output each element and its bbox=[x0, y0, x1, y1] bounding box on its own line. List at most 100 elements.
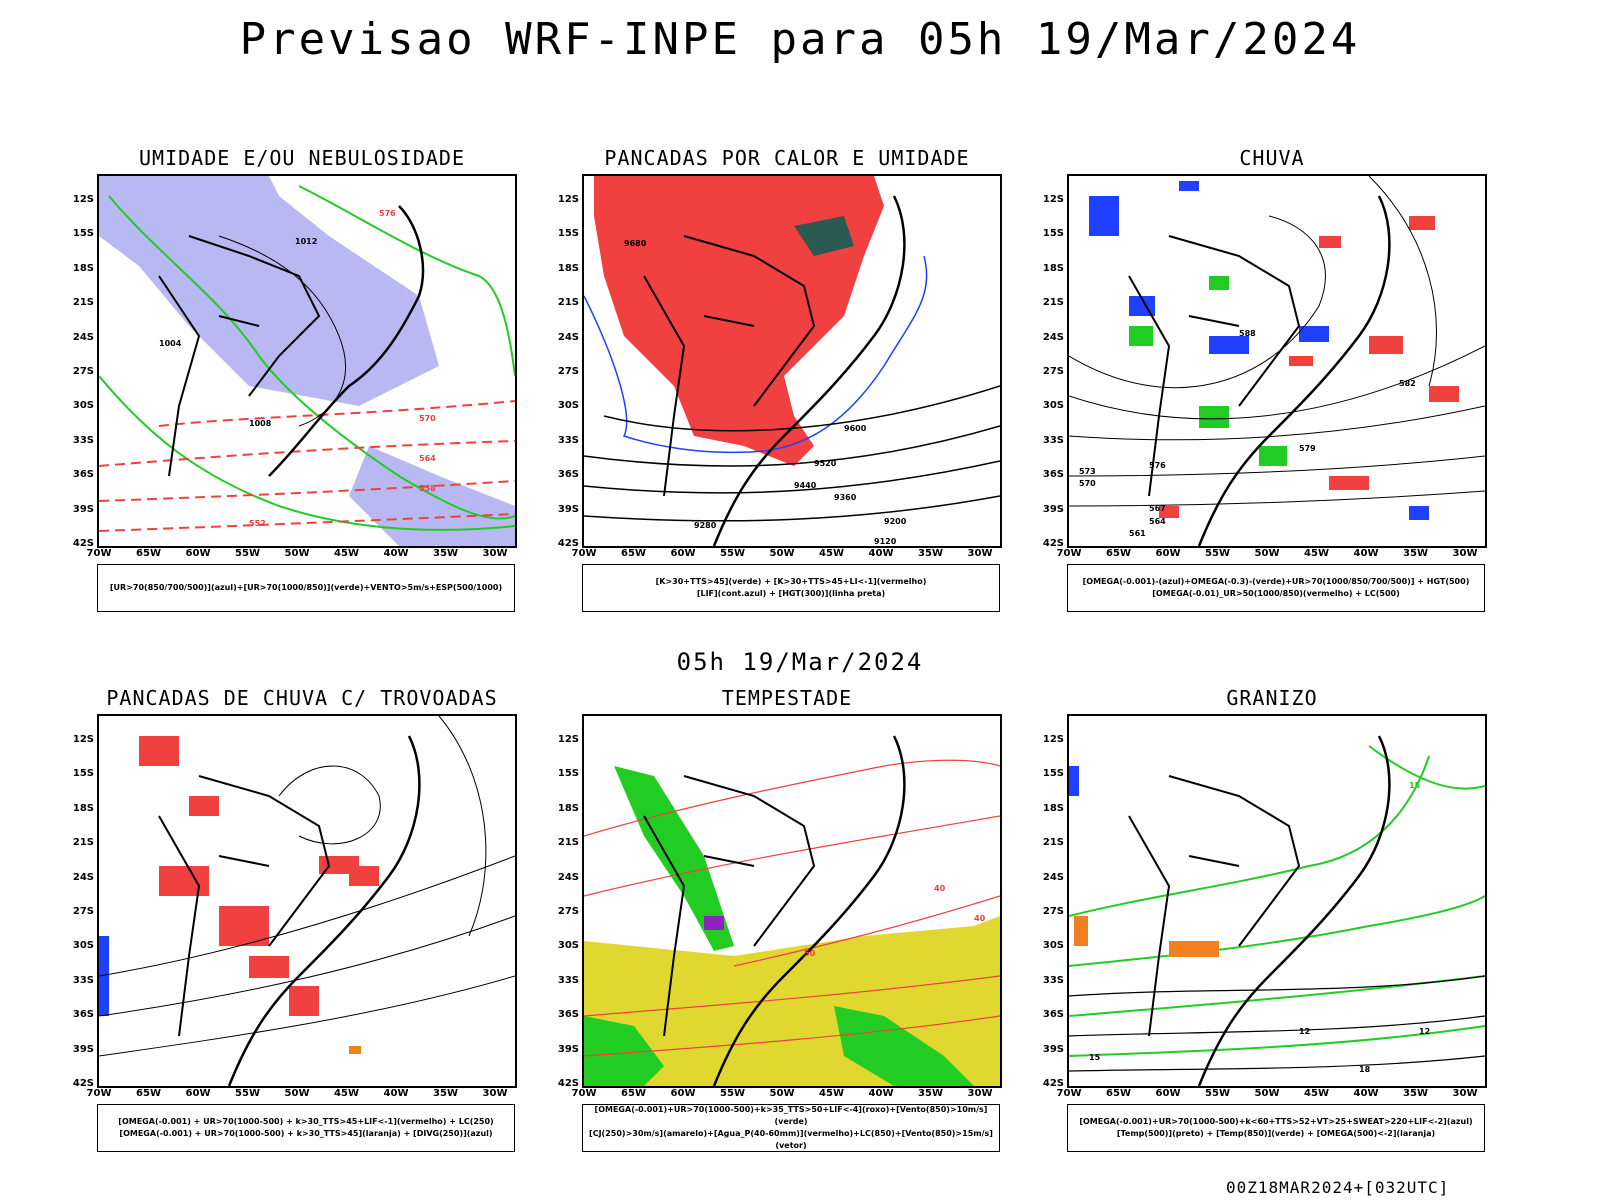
longitude-label: 65W bbox=[621, 1088, 646, 1099]
legend-line: [OMEGA(-0.001) + UR>70(1000-500) + k>30_… bbox=[118, 1117, 494, 1126]
streamline bbox=[1368, 176, 1437, 387]
legend-line: [OMEGA(-0.001)+UR>70(1000-500)+k<60+TTS>… bbox=[1079, 1117, 1473, 1126]
longitude-label: 30W bbox=[482, 1088, 508, 1099]
run-timestamp: 00Z18MAR2024+[032UTC] bbox=[1226, 1178, 1450, 1197]
longitude-label: 65W bbox=[136, 1088, 161, 1099]
latitude-label: 30S bbox=[1042, 940, 1064, 952]
height-red-dashed bbox=[99, 440, 515, 467]
longitude-label: 35W bbox=[433, 548, 458, 559]
latitude-label: 30S bbox=[557, 400, 579, 412]
country-borders bbox=[1128, 775, 1301, 1037]
panel-legend: [OMEGA(-0.001)+UR>70(1000-500)+k>35_TTS>… bbox=[582, 1104, 1000, 1152]
hgt-black-contour bbox=[603, 385, 1000, 432]
panel-legend: [OMEGA(-0.001) + UR>70(1000-500) + k>30_… bbox=[97, 1104, 515, 1152]
panel-pancadas-calor: PANCADAS POR CALOR E UMIDADE 9680 9600 9… bbox=[537, 146, 1037, 636]
coastline bbox=[1197, 735, 1391, 1086]
longitude-label: 30W bbox=[1452, 1088, 1478, 1099]
longitude-label: 30W bbox=[967, 1088, 993, 1099]
longitude-label: 30W bbox=[1452, 548, 1478, 559]
latitude-label: 39S bbox=[72, 503, 94, 515]
map-area[interactable]: 588 582 579 576 573 570 567 564 561 bbox=[1067, 174, 1487, 548]
legend-line: [LIF](cont.azul) + [HGT(300)](linha pret… bbox=[696, 589, 886, 598]
latitude-label: 30S bbox=[557, 940, 579, 952]
longitude-label: 60W bbox=[670, 548, 696, 559]
legend-line: [OMEGA(-0.001) + UR>70(1000-500) + k>30_… bbox=[119, 1129, 493, 1138]
rain-red-patches bbox=[1159, 216, 1459, 518]
latitude-label: 18S bbox=[72, 262, 94, 274]
contour-label: 558 bbox=[419, 484, 436, 493]
longitude-label: 50W bbox=[284, 1088, 310, 1099]
latitude-label: 33S bbox=[1042, 974, 1064, 986]
longitude-label: 50W bbox=[1254, 1088, 1280, 1099]
longitude-label: 70W bbox=[571, 1088, 597, 1099]
contour-label: 1004 bbox=[159, 339, 182, 348]
latitude-label: 33S bbox=[72, 434, 94, 446]
latitude-label: 42S bbox=[557, 538, 579, 549]
latitude-label: 42S bbox=[72, 538, 94, 549]
rain-green-patches bbox=[1129, 276, 1287, 466]
contour-label: 15 bbox=[1089, 1053, 1101, 1062]
latitude-label: 24S bbox=[557, 331, 579, 343]
latitude-label: 42S bbox=[557, 1078, 579, 1089]
latitude-label: 27S bbox=[1042, 906, 1064, 917]
contour-label: 9520 bbox=[814, 459, 837, 468]
map-area[interactable]: 1012 1008 1004 576 570 564 558 552 bbox=[97, 174, 517, 548]
longitude-label: 40W bbox=[383, 1088, 409, 1099]
contour-label: 50 bbox=[804, 949, 816, 958]
streamline bbox=[1069, 345, 1485, 420]
humidity-blue-area bbox=[99, 176, 439, 406]
longitude-label: 55W bbox=[720, 1088, 745, 1099]
latitude-label: 15S bbox=[557, 768, 579, 780]
longitude-label: 45W bbox=[334, 1088, 359, 1099]
longitude-label: 55W bbox=[235, 548, 260, 559]
longitude-label: 55W bbox=[1205, 1088, 1230, 1099]
panel-legend: [UR>70(850/700/500)](azul)+[UR>70(1000/8… bbox=[97, 564, 515, 612]
contour-label: 588 bbox=[1239, 329, 1256, 338]
contour-label: 570 bbox=[1079, 479, 1096, 488]
panel-legend: [K>30+TTS>45](verde) + [K>30+TTS>45+LI<-… bbox=[582, 564, 1000, 612]
latitude-label: 24S bbox=[1042, 871, 1064, 883]
storm-purple-area bbox=[704, 916, 724, 930]
rain-blue-patches bbox=[1089, 181, 1429, 520]
omega-orange-patches bbox=[1074, 916, 1219, 957]
streamline bbox=[1069, 405, 1485, 441]
streamline bbox=[99, 975, 515, 1057]
contour-label: 40 bbox=[974, 914, 986, 923]
longitude-label: 45W bbox=[1304, 1088, 1329, 1099]
latitude-label: 15S bbox=[1042, 768, 1064, 780]
water-red-contour bbox=[733, 895, 1000, 967]
panel-umidade: UMIDADE E/OU NEBULOSIDADE 1012 1008 1004… bbox=[52, 146, 552, 636]
longitude-label: 70W bbox=[1056, 1088, 1082, 1099]
map-area[interactable]: 9680 9600 9520 9440 9360 9280 9200 9120 bbox=[582, 174, 1002, 548]
contour-label: 12 bbox=[1419, 1027, 1430, 1036]
temp850-green-contour bbox=[1069, 895, 1485, 967]
legend-line: [UR>70(850/700/500)](azul)+[UR>70(1000/8… bbox=[109, 583, 503, 592]
contour-label: 582 bbox=[1399, 379, 1416, 388]
longitude-label: 50W bbox=[769, 1088, 795, 1099]
latitude-label: 27S bbox=[72, 906, 94, 917]
map-area[interactable]: 15 12 12 15 18 bbox=[1067, 714, 1487, 1088]
lif-blue-contour bbox=[584, 255, 928, 454]
longitude-label: 50W bbox=[1254, 548, 1280, 559]
country-borders bbox=[158, 235, 321, 477]
latitude-label: 33S bbox=[557, 974, 579, 986]
longitude-label: 70W bbox=[571, 548, 597, 559]
contour-label: 9280 bbox=[694, 521, 717, 530]
latitude-label: 42S bbox=[1042, 538, 1064, 549]
contour-label: 570 bbox=[419, 414, 436, 423]
panel-granizo: GRANIZO 15 12 12 15 18 [OMEGA(-0.001)+UR… bbox=[1022, 686, 1522, 1176]
contour-label: 40 bbox=[934, 884, 946, 893]
longitude-label: 40W bbox=[383, 548, 409, 559]
longitude-label: 65W bbox=[1106, 548, 1131, 559]
latitude-label: 27S bbox=[72, 366, 94, 377]
longitude-label: 30W bbox=[482, 548, 508, 559]
map-area[interactable]: 40 50 40 bbox=[582, 714, 1002, 1088]
streamline bbox=[278, 765, 381, 845]
wind-green-area bbox=[834, 1006, 974, 1086]
longitude-label: 45W bbox=[819, 548, 844, 559]
latitude-label: 36S bbox=[557, 469, 579, 481]
contour-label: 9360 bbox=[834, 493, 857, 502]
hail-blue-patches bbox=[1069, 766, 1079, 796]
map-area[interactable] bbox=[97, 714, 517, 1088]
panel-legend: [OMEGA(-0.001)-(azul)+OMEGA(-0.3)-(verde… bbox=[1067, 564, 1485, 612]
